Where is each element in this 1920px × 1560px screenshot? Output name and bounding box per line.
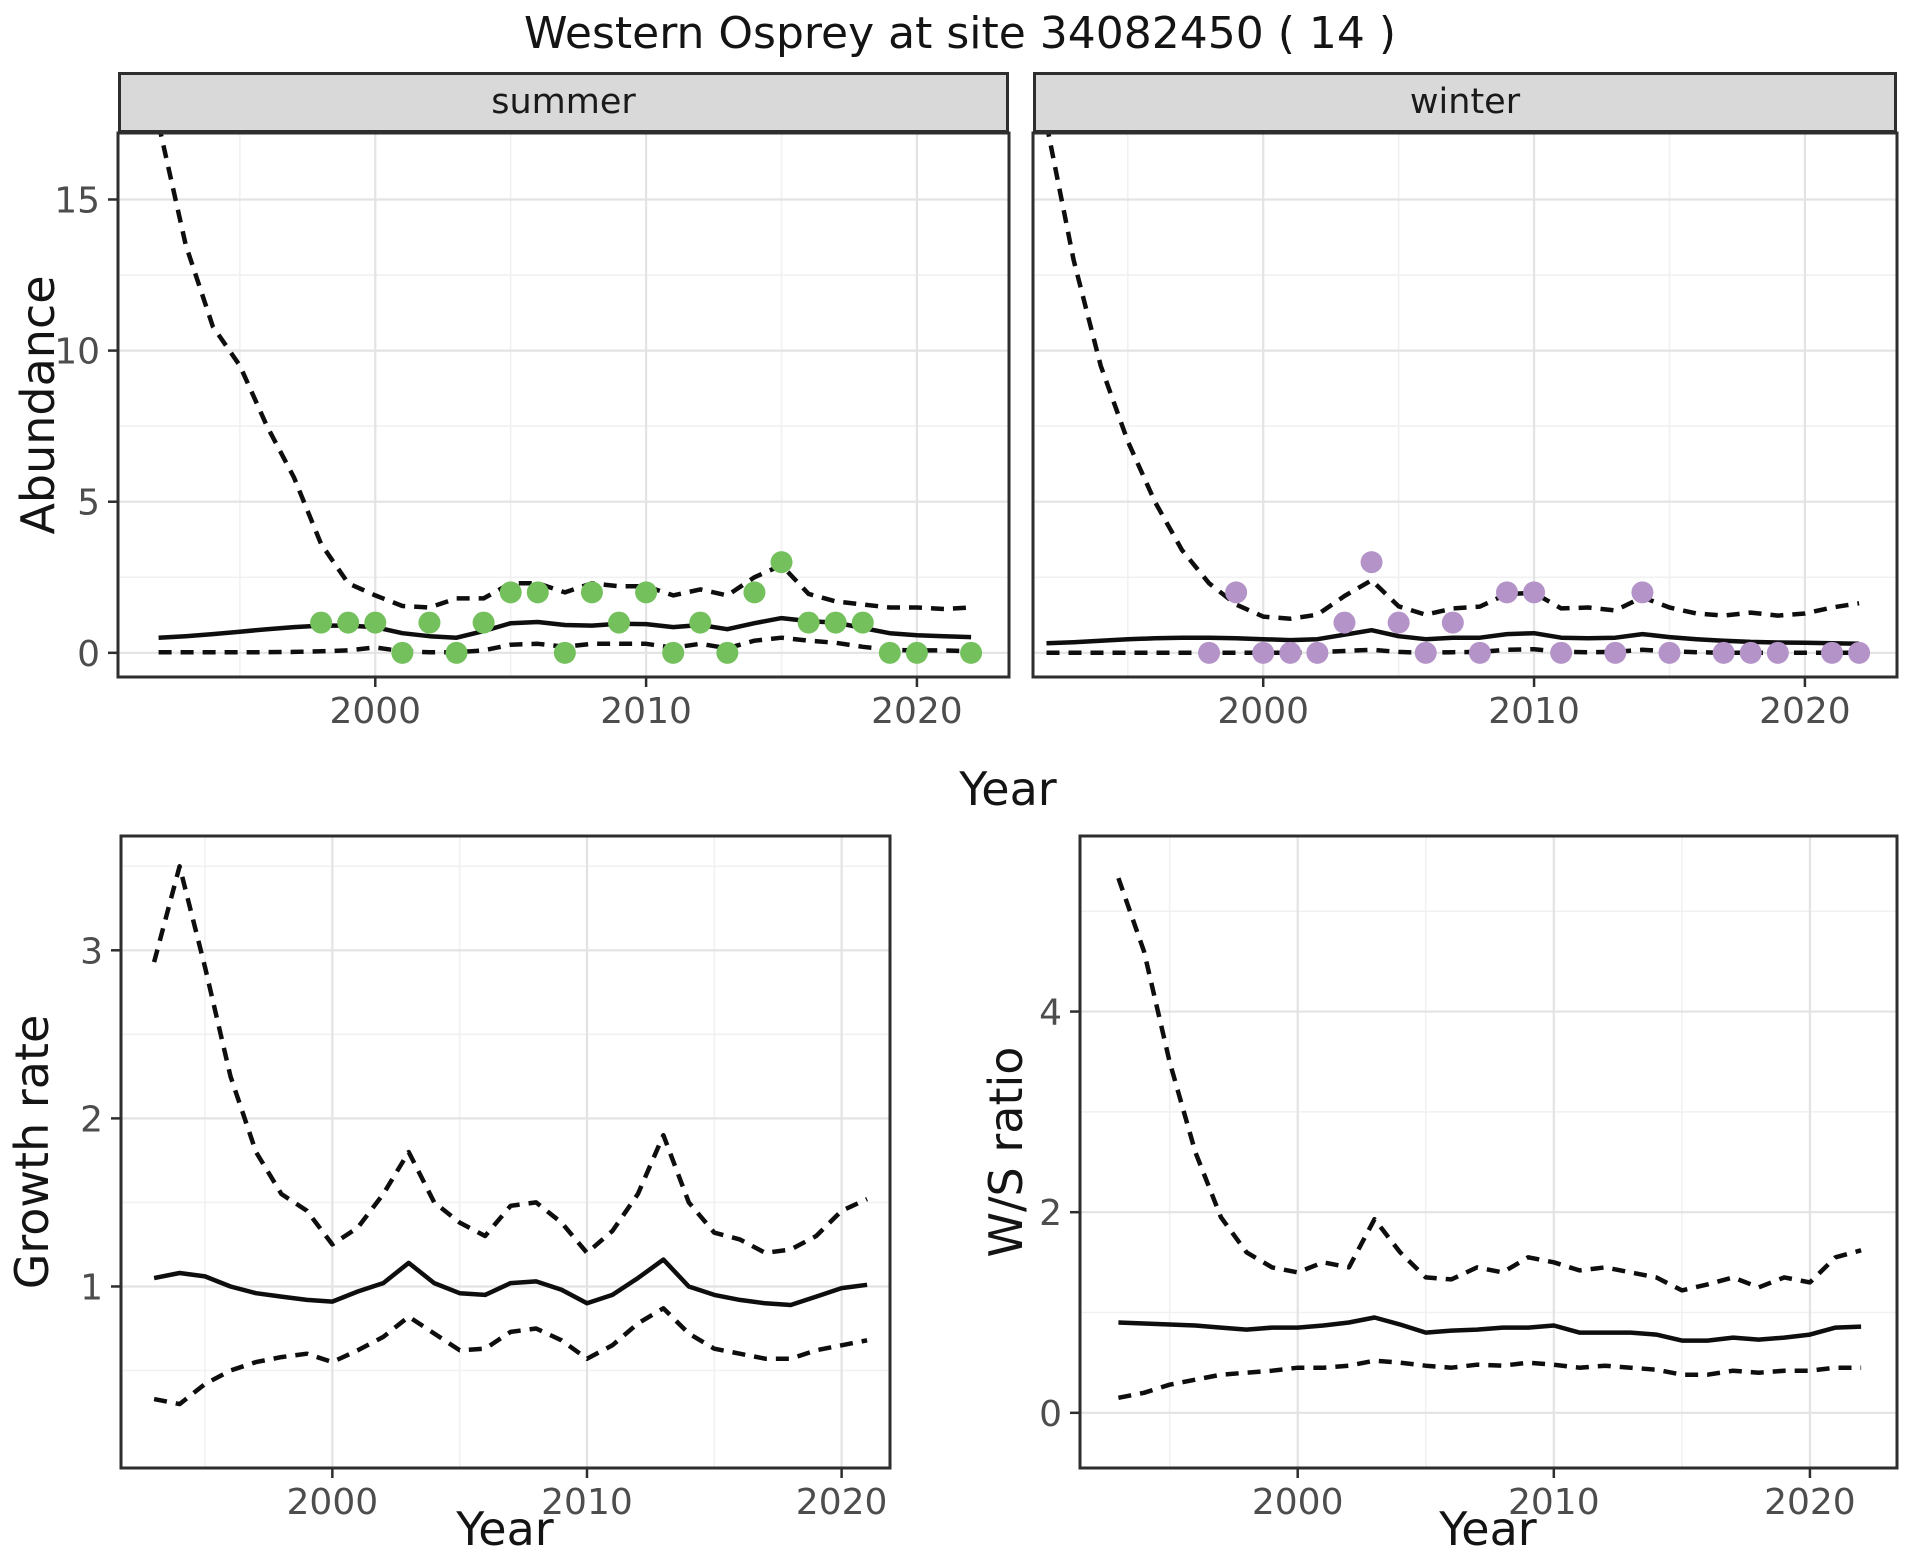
svg-text:15: 15	[54, 180, 100, 221]
facet-strip-winter-label: winter	[1409, 82, 1521, 122]
winter-abundance-chart: 2000 2010 2020	[1031, 131, 1899, 732]
svg-text:2000: 2000	[329, 691, 421, 732]
svg-text:2020: 2020	[1759, 691, 1851, 732]
facet-strip-winter: winter	[1033, 72, 1897, 133]
svg-text:2020: 2020	[796, 1482, 888, 1523]
svg-text:4: 4	[1039, 993, 1062, 1034]
facet-strip-summer: summer	[118, 72, 1009, 133]
page-title: Western Osprey at site 34082450 ( 14 )	[523, 8, 1397, 59]
abundance-axis-label: Abundance	[11, 275, 65, 535]
svg-text:2010: 2010	[541, 1482, 633, 1523]
summer-abundance-chart: 2000 2010 2020 0 5 10 15	[54, 131, 1011, 732]
year-axis-label-bottom-right: Year	[1439, 1502, 1537, 1556]
svg-text:0: 0	[1039, 1394, 1062, 1435]
svg-text:2000: 2000	[287, 1482, 379, 1523]
year-axis-label-top: Year	[959, 762, 1057, 816]
svg-text:1: 1	[80, 1267, 103, 1308]
svg-text:2020: 2020	[871, 691, 963, 732]
svg-text:0: 0	[77, 634, 100, 675]
year-axis-label-bottom-left: Year	[456, 1502, 554, 1556]
svg-text:3: 3	[80, 931, 103, 972]
growth-rate-chart: 2000 2010 2020 1 2 3	[80, 834, 892, 1523]
svg-text:10: 10	[54, 332, 100, 373]
svg-text:2010: 2010	[600, 691, 692, 732]
svg-text:2: 2	[80, 1099, 103, 1140]
svg-text:2010: 2010	[1488, 691, 1580, 732]
svg-text:2000: 2000	[1252, 1482, 1344, 1523]
ws-ratio-chart: 2000 2010 2020 0 2 4	[1039, 834, 1899, 1523]
svg-text:2000: 2000	[1217, 691, 1309, 732]
svg-text:2020: 2020	[1764, 1482, 1856, 1523]
svg-text:2: 2	[1039, 1193, 1062, 1234]
growth-rate-axis-label: Growth rate	[5, 1014, 59, 1290]
svg-text:5: 5	[77, 483, 100, 524]
facet-strip-summer-label: summer	[491, 82, 636, 122]
svg-text:2010: 2010	[1508, 1482, 1600, 1523]
